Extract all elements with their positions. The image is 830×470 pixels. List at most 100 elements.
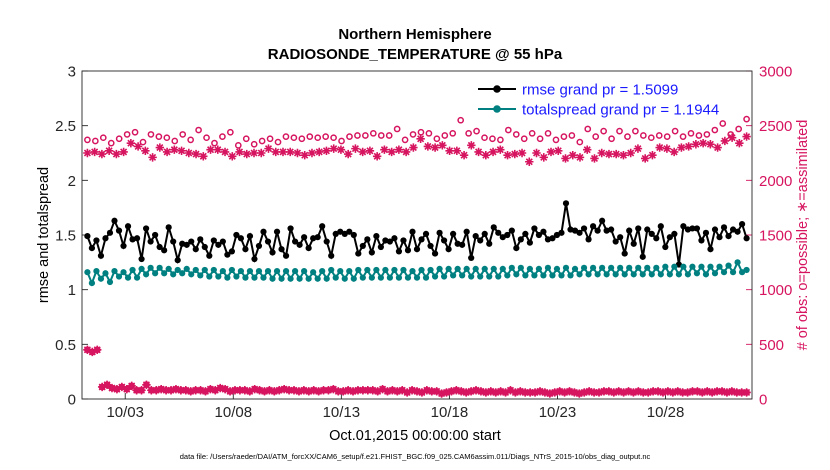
obs-assimilated-point: [417, 388, 427, 397]
rmse-point: [305, 245, 312, 252]
rmse-point: [702, 229, 710, 236]
chart-title-line1: Northern Hemisphere: [338, 26, 491, 43]
legend: rmse grand pr = 1.5099 totalspread grand…: [478, 82, 719, 119]
totalspread-point: [386, 274, 394, 281]
obs-assimilated-point: [525, 388, 535, 397]
rmse-point: [436, 229, 443, 236]
obs-assimilated-point: [412, 387, 422, 396]
totalspread-point: [291, 267, 299, 275]
obs-assimilated-point: [644, 388, 653, 397]
obs-possible-point: [457, 116, 465, 124]
rmse-point: [152, 231, 159, 239]
obs-assimilated-point: [561, 154, 570, 163]
obs-possible-point: [568, 132, 576, 139]
rmse-point: [657, 223, 664, 230]
obs-assimilated-point: [525, 157, 534, 166]
rmse-point: [576, 229, 583, 236]
totalspread-point: [332, 274, 339, 281]
obs-possible-point: [504, 126, 512, 134]
x-tick-label: 10/28: [647, 404, 685, 421]
rmse-point: [738, 220, 746, 228]
footnote-data-file: data file: /Users/raeder/DAI/ATM_forcXX/…: [180, 452, 651, 461]
totalspread-point: [612, 271, 619, 278]
rmse-point: [102, 235, 109, 242]
obs-assimilated-point: [245, 387, 254, 396]
totalspread-point: [508, 264, 515, 271]
obs-assimilated-point: [459, 150, 469, 160]
rmse-point: [689, 225, 696, 232]
obs-assimilated-point: [260, 387, 269, 396]
totalspread-point: [427, 266, 434, 274]
rmse-point: [725, 232, 732, 240]
obs-assimilated-point: [530, 388, 540, 397]
totalspread-point: [535, 265, 543, 272]
totalspread-point: [693, 270, 701, 277]
obs-assimilated-point: [294, 387, 304, 396]
totalspread-point: [472, 265, 479, 272]
rmse-point: [445, 246, 452, 253]
obs-assimilated-point: [570, 388, 579, 397]
totalspread-point: [558, 272, 565, 279]
totalspread-point: [147, 264, 154, 271]
obs-assimilated-point: [88, 347, 97, 357]
rmse-point: [404, 247, 412, 254]
totalspread-point: [215, 273, 222, 280]
totalspread-point: [88, 280, 96, 287]
obs-possible-point: [369, 129, 377, 137]
rmse-point: [287, 225, 294, 232]
obs-assimilated-point: [589, 388, 599, 397]
obs-assimilated-point: [329, 384, 338, 394]
totalspread-point: [576, 271, 583, 278]
obs-assimilated-point: [299, 386, 309, 395]
totalspread-point: [106, 278, 114, 286]
totalspread-point: [540, 272, 547, 279]
obs-assimilated-point: [655, 143, 664, 152]
totalspread-point: [454, 265, 461, 272]
obs-assimilated-point: [614, 387, 623, 396]
totalspread-point: [129, 266, 136, 274]
totalspread-point: [206, 273, 213, 280]
obs-possible-point: [401, 136, 409, 144]
obs-assimilated-point: [555, 387, 564, 396]
totalspread-point: [93, 267, 100, 275]
rmse-point: [413, 246, 421, 253]
obs-assimilated-point: [597, 148, 606, 158]
rmse-point: [355, 250, 362, 257]
totalspread-point: [359, 274, 366, 281]
obs-assimilated-point: [343, 386, 353, 395]
totalspread-point: [350, 275, 357, 282]
obs-assimilated-point: [717, 387, 727, 396]
obs-assimilated-point: [653, 387, 663, 396]
rmse-point: [472, 232, 479, 240]
rmse-point: [508, 227, 515, 234]
obs-assimilated-point: [351, 144, 360, 153]
y-tick-left-label: 3: [68, 64, 76, 81]
obs-possible-point: [481, 134, 488, 142]
rmse-line: [86, 203, 748, 265]
rmse-point: [409, 228, 416, 235]
totalspread-point: [138, 265, 145, 272]
obs-assimilated-point: [206, 145, 215, 154]
rmse-point: [106, 229, 114, 236]
totalspread-point: [477, 273, 484, 280]
obs-possible-point: [433, 135, 441, 143]
rmse-point: [635, 225, 642, 232]
obs-assimilated-point: [257, 148, 266, 158]
obs-assimilated-point: [220, 147, 230, 157]
obs-assimilated-point: [698, 388, 707, 397]
totalspread-point: [346, 267, 353, 275]
totalspread-point: [133, 274, 141, 281]
totalspread-point: [450, 272, 457, 279]
obs-assimilated-point: [265, 386, 274, 395]
obs-assimilated-point: [264, 144, 273, 153]
rmse-point: [490, 224, 497, 231]
obs-assimilated-point: [176, 386, 186, 395]
totalspread-point: [702, 271, 710, 278]
obs-assimilated-point: [590, 154, 599, 163]
totalspread-point: [409, 267, 416, 275]
obs-assimilated-point: [201, 387, 210, 396]
obs-assimilated-point: [373, 387, 382, 396]
totalspread-point: [648, 271, 655, 278]
obs-assimilated-point: [684, 142, 693, 151]
